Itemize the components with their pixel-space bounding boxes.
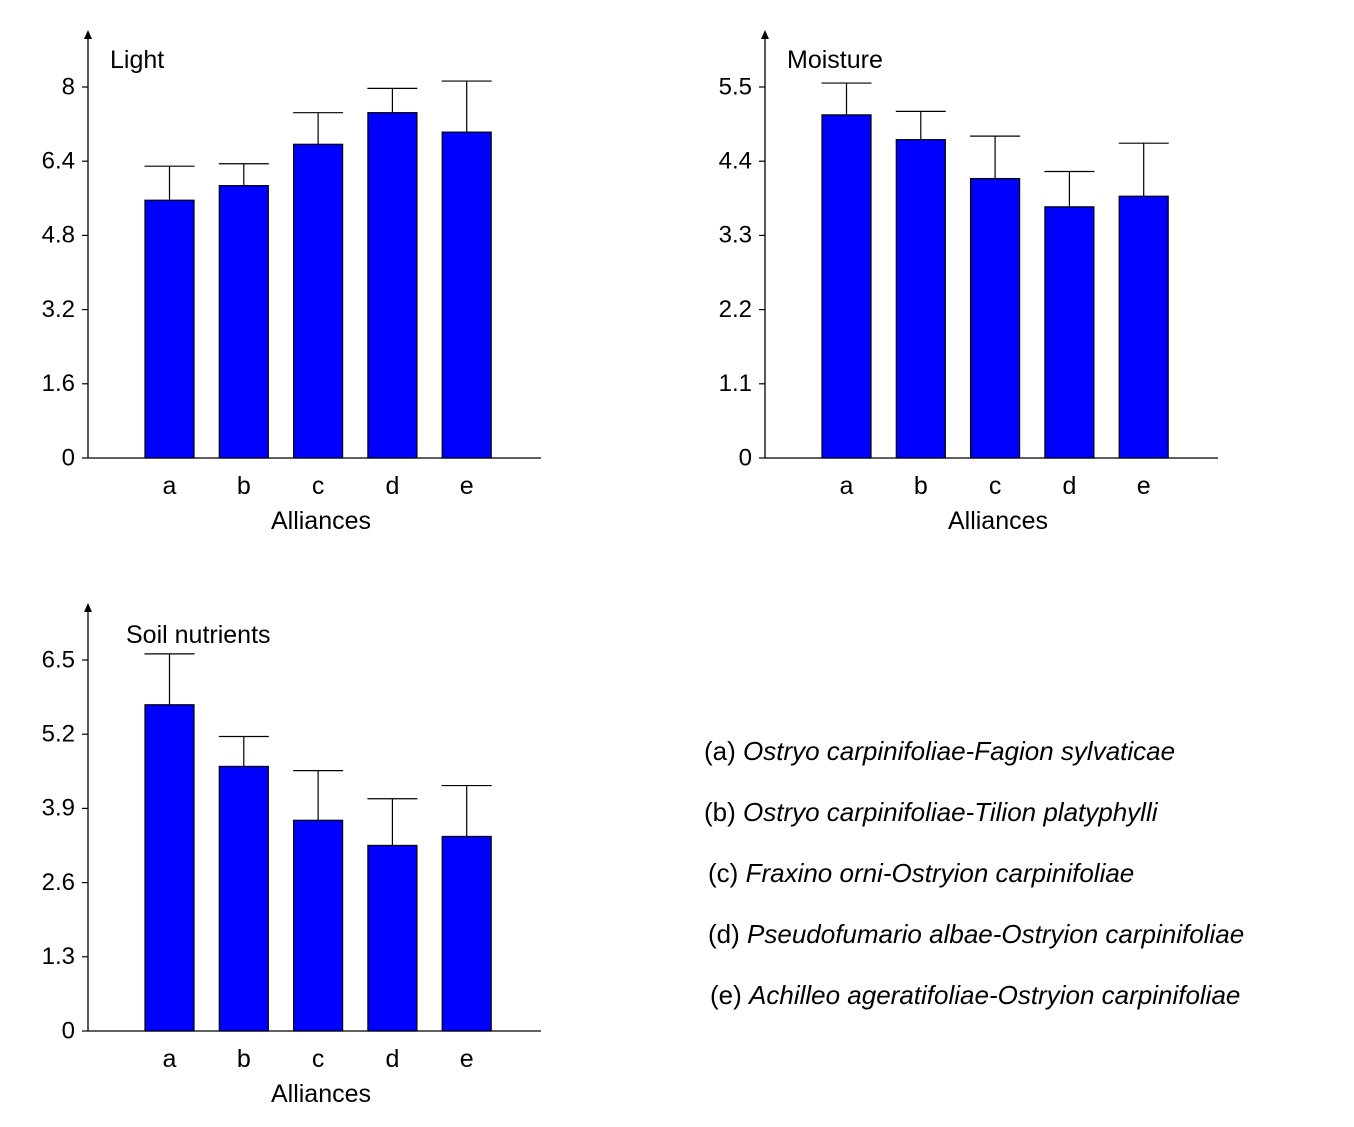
y-tick-label: 3.2 xyxy=(42,296,75,323)
chart-soil-nutrients: 0 1.3 2.6 3.9 5.2 6.5 a b c d e Alliances Soil nutri… xyxy=(42,603,541,1108)
legend-item-c: (c) Fraxino orni-Ostryion carpinifoliae xyxy=(700,844,1244,905)
x-tick-label: b xyxy=(237,1045,251,1073)
y-tick-label: 2.6 xyxy=(42,869,75,896)
bar-c xyxy=(293,143,344,459)
y-tick-label: 4.8 xyxy=(42,222,75,249)
bar-d xyxy=(1044,206,1095,459)
legend-name: Achilleo ageratifoliae-Ostryion carpinif… xyxy=(749,980,1241,1010)
x-tick-label: a xyxy=(163,1045,177,1073)
y-tick-label: 6.5 xyxy=(42,646,75,673)
x-tick-label: b xyxy=(914,472,928,500)
bar-a xyxy=(144,199,195,459)
y-tick-label: 6.4 xyxy=(42,148,75,175)
x-tick-label: e xyxy=(1137,472,1151,500)
bar-b xyxy=(218,185,269,459)
y-tick-label: 5.2 xyxy=(42,721,75,748)
x-tick-label: e xyxy=(460,1045,474,1073)
chart-moisture: 0 1.1 2.2 3.3 4.4 5.5 a b c d e Alliances Moisture xyxy=(719,30,1218,535)
chart-light: 0 1.6 3.2 4.8 6.4 8 a b c d e Alliances Light xyxy=(42,30,541,535)
x-tick-label: c xyxy=(312,1045,325,1073)
chart-title: Soil nutrients xyxy=(126,621,271,649)
x-tick-label: e xyxy=(460,472,474,500)
legend-name: Fraxino orni-Ostryion carpinifoliae xyxy=(745,858,1135,888)
legend-item-d: (d) Pseudofumario albae-Ostryion carpini… xyxy=(700,905,1244,966)
bar-e xyxy=(1118,195,1169,459)
y-tick-label: 3.9 xyxy=(42,795,75,822)
legend: (a) Ostryo carpinifoliae-Fagion sylvatic… xyxy=(700,722,1244,1027)
chart-title: Moisture xyxy=(787,46,883,74)
y-tick-label: 5.5 xyxy=(719,73,752,100)
legend-item-e: (e) Achilleo ageratifoliae-Ostryion carp… xyxy=(700,966,1244,1027)
x-tick-label: c xyxy=(312,472,325,500)
bar-e xyxy=(441,835,492,1032)
legend-name: Pseudofumario albae-Ostryion carpinifoli… xyxy=(747,919,1245,949)
x-tick-label: b xyxy=(237,472,251,500)
bar-b xyxy=(218,765,269,1032)
y-tick-label: 3.3 xyxy=(719,222,752,249)
y-tick-label: 8 xyxy=(62,73,75,100)
bar-e xyxy=(441,131,492,459)
legend-name: Ostryo carpinifoliae-Tilion platyphylli xyxy=(743,797,1158,827)
x-axis-label: Alliances xyxy=(948,507,1048,535)
bar-a xyxy=(821,114,872,459)
bar-c xyxy=(293,819,344,1032)
bar-c xyxy=(969,177,1021,459)
x-tick-label: c xyxy=(989,472,1002,500)
y-tick-label: 2.2 xyxy=(719,296,752,323)
y-tick-label: 1.6 xyxy=(42,370,75,397)
x-tick-label: a xyxy=(840,472,854,500)
y-tick-label: 0 xyxy=(62,444,75,471)
x-tick-label: d xyxy=(385,1045,399,1073)
y-tick-label: 1.1 xyxy=(719,370,752,397)
x-tick-label: a xyxy=(163,472,177,500)
legend-key: (e) xyxy=(710,980,742,1010)
legend-key: (b) xyxy=(704,797,736,827)
bar-d xyxy=(367,112,418,459)
y-axis-arrow xyxy=(761,30,769,39)
legend-key: (c) xyxy=(708,858,739,888)
legend-item-b: (b) Ostryo carpinifoliae-Tilion platyphy… xyxy=(700,783,1244,844)
y-tick-label: 4.4 xyxy=(719,148,752,175)
y-axis-arrow xyxy=(84,30,92,39)
x-tick-label: d xyxy=(1062,472,1076,500)
chart-title: Light xyxy=(110,46,164,74)
legend-name: Ostryo carpinifoliae-Fagion sylvaticae xyxy=(743,736,1176,766)
x-axis-label: Alliances xyxy=(271,507,371,535)
x-axis-label: Alliances xyxy=(271,1080,371,1108)
bar-d xyxy=(367,844,418,1032)
x-tick-label: d xyxy=(385,472,399,500)
bar-a xyxy=(144,704,195,1032)
y-tick-label: 0 xyxy=(62,1017,75,1044)
legend-item-a: (a) Ostryo carpinifoliae-Fagion sylvatic… xyxy=(700,722,1244,783)
legend-key: (a) xyxy=(704,736,736,766)
y-tick-label: 1.3 xyxy=(42,943,75,970)
legend-key: (d) xyxy=(708,919,740,949)
bar-b xyxy=(895,139,946,459)
y-tick-label: 0 xyxy=(739,444,752,471)
y-axis-arrow xyxy=(84,603,92,612)
